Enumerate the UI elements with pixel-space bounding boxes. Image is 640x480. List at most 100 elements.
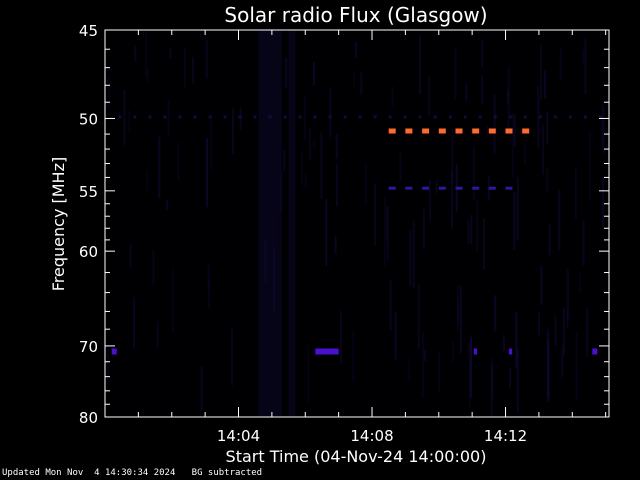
noise-streak (312, 61, 315, 86)
noise-streak (470, 336, 472, 398)
noise-streak (451, 129, 454, 182)
noise-dash (523, 115, 527, 119)
chart-title: Solar radio Flux (Glasgow) (224, 3, 487, 27)
footer-status: Updated Mon Nov 4 14:30:34 2024 BG subtr… (2, 468, 262, 478)
y-tick-label: 70 (79, 338, 98, 356)
noise-streak (169, 48, 172, 59)
noise-streak (494, 295, 497, 332)
noise-streak (353, 72, 356, 87)
noise-streak (107, 349, 109, 377)
noise-streak (386, 206, 389, 242)
y-tick-label: 50 (79, 110, 98, 128)
dashed-emission-54.8MHz-segment (505, 186, 513, 190)
y-axis-label: Frequency [MHz] (49, 157, 68, 291)
noise-streak (147, 67, 149, 83)
noise-streak (273, 250, 276, 313)
noise-streak (340, 310, 342, 365)
dashed-emission-54.8MHz-segment (472, 186, 480, 190)
noise-streak (566, 268, 569, 318)
noise-streak (272, 214, 275, 262)
x-axis-label: Start Time (04-Nov-24 14:00:00) (226, 447, 487, 466)
noise-streak (506, 89, 509, 104)
noise-streak (335, 133, 338, 159)
noise-streak (419, 35, 421, 95)
noise-streak (200, 366, 203, 411)
noise-streak (208, 280, 210, 309)
noise-dash (268, 115, 272, 119)
noise-dash (298, 115, 302, 119)
noise-streak (352, 330, 355, 382)
x-tick-label: 14:12 (484, 427, 527, 445)
noise-streak (516, 347, 519, 413)
noise-dash (208, 115, 212, 119)
noise-streak (329, 87, 332, 138)
plot-background (105, 30, 609, 417)
noise-streak (476, 199, 479, 252)
spot-70.7MHz-d (592, 348, 598, 355)
noise-dash (163, 115, 167, 119)
noise-dash (388, 115, 392, 119)
y-axis: 45 50 55 60 70 80 (79, 22, 609, 427)
noise-streak (513, 192, 516, 250)
noise-streak (452, 341, 454, 362)
noise-streak (490, 363, 493, 417)
noise-dash (463, 115, 467, 119)
noise-streak (578, 272, 581, 294)
noise-streak (601, 101, 604, 150)
noise-dash (358, 115, 362, 119)
noise-dash (584, 115, 587, 119)
burst-70.7MHz (315, 348, 339, 355)
noise-streak (300, 150, 303, 185)
noise-streak (546, 168, 549, 193)
dashed-emission-50.8MHz-segment (438, 128, 446, 134)
noise-streak (399, 151, 402, 182)
dashed-emission-54.8MHz-segment (488, 186, 496, 190)
noise-streak (386, 205, 389, 262)
noise-streak (152, 250, 155, 285)
noise-streak (543, 70, 546, 99)
dashed-emission-54.8MHz-segment (405, 186, 413, 190)
noise-streak (538, 312, 540, 335)
footer-updated: Updated Mon Nov 4 14:30:34 2024 (2, 468, 176, 478)
dashed-emission-50.8MHz-segment (388, 128, 396, 134)
dashed-emission-54.8MHz-segment (422, 186, 430, 190)
noise-streak (559, 49, 562, 81)
noise-streak (231, 327, 234, 387)
noise-streak (134, 45, 137, 61)
noise-dash (343, 115, 347, 119)
noise-streak (177, 142, 180, 181)
noise-dash (328, 115, 332, 119)
noise-streak (558, 188, 561, 251)
emission-features (111, 128, 598, 355)
noise-streak (210, 112, 213, 171)
noise-streak (582, 220, 585, 266)
dashed-emission-50.8MHz-segment (522, 128, 530, 134)
noise-streak (129, 242, 132, 267)
noise-streak (205, 40, 208, 79)
noise-streak (586, 307, 589, 358)
noise-streak (465, 83, 468, 102)
noise-streak (184, 48, 187, 87)
y-tick-label: 45 (79, 22, 98, 40)
noise-streak (566, 310, 569, 328)
noise-streak (542, 123, 545, 176)
noise-streak (540, 265, 543, 306)
noise-dash (418, 115, 422, 119)
noise-streak (422, 209, 425, 250)
noise-dash (493, 115, 497, 119)
footer-note: BG subtracted (191, 468, 263, 478)
noise-streak (172, 268, 175, 333)
noise-dash (283, 115, 287, 119)
noise-dash (253, 115, 257, 119)
noise-streak (546, 328, 549, 399)
noise-streak (459, 286, 462, 354)
y-tick-label: 60 (79, 243, 98, 261)
noise-streak (467, 341, 470, 354)
noise-streak (493, 94, 496, 154)
noise-dash (373, 115, 377, 119)
noise-streak (133, 297, 136, 349)
noise-streak (469, 345, 472, 407)
dashed-emission-54.8MHz-segment (388, 186, 396, 190)
noise-streak (383, 196, 386, 267)
